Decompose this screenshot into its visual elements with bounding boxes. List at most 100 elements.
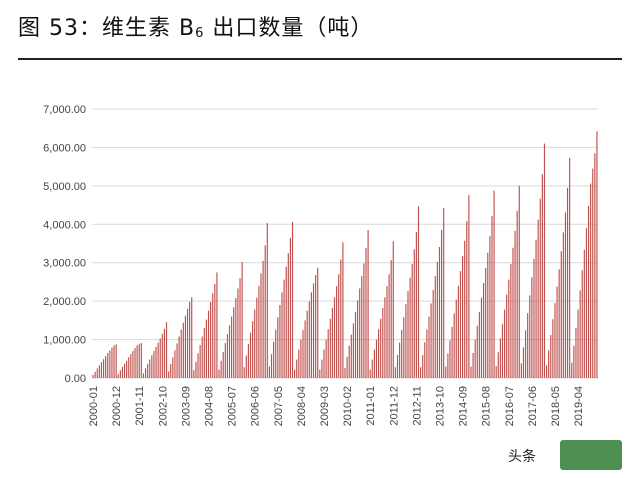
data-bar — [478, 311, 480, 378]
data-bar — [266, 223, 268, 378]
data-bar — [441, 230, 443, 378]
data-bar — [430, 303, 432, 378]
data-bar — [590, 183, 592, 378]
title-divider — [18, 58, 622, 60]
watermark-logo — [560, 440, 622, 470]
data-bar — [285, 266, 287, 378]
data-bar — [468, 195, 470, 378]
data-bar — [279, 304, 281, 378]
data-bar — [352, 323, 354, 378]
y-tick-label: 1,000.00 — [43, 335, 86, 347]
data-bar — [331, 308, 333, 378]
data-bar — [564, 212, 567, 378]
data-bar — [464, 240, 466, 378]
x-tick-label: 2018-05 — [550, 386, 562, 426]
data-bar — [506, 294, 508, 378]
data-bar — [541, 174, 543, 378]
data-bar — [224, 343, 226, 378]
x-tick-label: 2000-01 — [88, 386, 100, 426]
data-bar — [581, 270, 583, 378]
data-bar — [277, 317, 279, 378]
data-bar — [155, 346, 157, 378]
data-bar — [247, 344, 249, 378]
data-bar — [182, 322, 184, 378]
data-bar — [140, 343, 142, 378]
y-tick-label: 3,000.00 — [43, 258, 86, 270]
x-tick-label: 2000-12 — [111, 386, 123, 426]
data-bar — [138, 343, 140, 378]
x-tick-label: 2009-03 — [319, 386, 331, 426]
data-bar — [254, 309, 256, 378]
data-bar — [548, 350, 550, 378]
data-bar — [445, 366, 447, 378]
data-bar — [270, 354, 273, 378]
data-bar — [411, 263, 413, 378]
data-bar — [491, 215, 493, 378]
data-bar — [119, 370, 121, 378]
data-bar — [268, 366, 270, 378]
data-bar — [323, 349, 325, 378]
data-bar — [178, 336, 180, 378]
data-bar — [317, 267, 319, 378]
data-bar — [554, 303, 556, 378]
y-tick-label: 4,000.00 — [43, 219, 86, 231]
data-bar — [117, 374, 119, 378]
data-bar — [308, 301, 310, 378]
x-tick-label: 2015-08 — [481, 386, 493, 426]
data-bar — [151, 355, 153, 378]
data-bar — [102, 359, 105, 378]
data-bar — [489, 236, 491, 378]
data-bar — [98, 365, 100, 378]
x-tick-label: 2019-04 — [573, 386, 585, 426]
data-bar — [273, 341, 275, 378]
data-bar — [220, 360, 222, 378]
x-tick-label: 2007-05 — [273, 386, 285, 426]
data-bar — [531, 277, 533, 378]
data-bar — [577, 309, 579, 378]
data-bar — [392, 241, 394, 378]
data-bar — [252, 321, 254, 378]
data-bar — [382, 308, 384, 378]
data-bar — [180, 329, 182, 378]
data-bar — [512, 247, 514, 378]
data-bar — [503, 309, 506, 378]
x-tick-label: 2017-06 — [527, 386, 539, 426]
data-bar — [482, 283, 485, 378]
data-bar — [287, 253, 289, 378]
data-bar — [434, 276, 436, 378]
data-bar — [527, 313, 529, 378]
data-bar — [455, 299, 457, 378]
data-bar — [121, 366, 124, 378]
data-bar — [197, 353, 199, 378]
data-bar — [485, 268, 487, 378]
data-bar — [524, 330, 527, 378]
data-bar — [281, 292, 283, 378]
data-bar — [497, 352, 499, 378]
data-bar — [480, 297, 483, 378]
data-bar — [459, 271, 462, 378]
data-bar — [573, 345, 575, 378]
data-bar — [249, 332, 252, 378]
data-bar — [363, 263, 365, 378]
data-bar — [415, 231, 417, 378]
data-bar — [422, 354, 424, 378]
data-bar — [399, 342, 401, 378]
data-bar — [115, 344, 117, 378]
title-subscript: 6 — [195, 26, 205, 41]
data-bar — [147, 363, 149, 378]
data-bar — [413, 249, 415, 378]
data-bar — [545, 365, 548, 378]
data-bar — [587, 205, 590, 378]
data-bar — [205, 319, 208, 378]
data-bar — [186, 308, 189, 378]
data-bar — [522, 347, 525, 378]
data-bar — [157, 342, 159, 378]
data-bar — [361, 276, 363, 378]
data-bar — [369, 369, 371, 378]
data-bar — [228, 325, 231, 378]
data-bar — [510, 263, 512, 378]
data-bar — [493, 190, 495, 378]
y-tick-label: 0.00 — [65, 373, 86, 385]
data-bar — [165, 322, 168, 378]
